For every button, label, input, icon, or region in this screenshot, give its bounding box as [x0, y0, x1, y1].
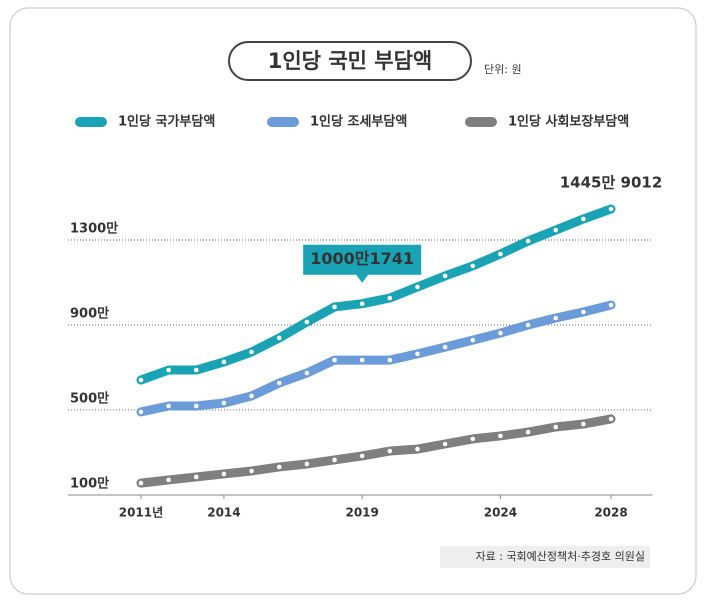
data-point [193, 474, 199, 480]
series-line [136, 414, 616, 488]
data-point [525, 429, 531, 435]
data-point [193, 367, 199, 373]
data-point [276, 380, 282, 386]
source: 자료 : 국회예산정책처·추경호 의원실 [476, 550, 646, 563]
data-point [221, 359, 227, 365]
title-box [228, 41, 472, 81]
data-point [387, 448, 393, 454]
data-point [581, 421, 586, 427]
data-point [553, 227, 559, 233]
data-point [359, 453, 365, 459]
unit: 단위: 원 [484, 63, 522, 76]
data-point [608, 206, 614, 212]
data-point [442, 441, 448, 447]
data-point [332, 457, 337, 463]
data-point [415, 351, 420, 357]
data-point [581, 309, 586, 315]
data-point [498, 433, 503, 439]
x-tick-label: 2028 [594, 506, 627, 520]
legend-label: 1인당 국가부담액 [118, 114, 215, 130]
data-point [193, 403, 199, 409]
y-tick-label: 900만 [70, 306, 109, 322]
value-label: 1445만 9012 [560, 173, 663, 191]
data-point [415, 446, 420, 452]
data-point [442, 273, 448, 279]
data-point [166, 477, 171, 483]
callout [303, 244, 422, 283]
y-tick-label: 100만 [70, 476, 109, 492]
data-point [553, 315, 559, 321]
data-point [498, 251, 503, 257]
value-label: 1000만1741 [310, 249, 414, 268]
data-point [166, 403, 171, 409]
data-point [525, 238, 531, 244]
data-point [608, 416, 614, 422]
data-point [249, 468, 254, 474]
data-point [332, 304, 337, 310]
data-point [138, 480, 144, 486]
data-point [581, 216, 586, 222]
data-point [166, 367, 171, 373]
data-point [359, 357, 365, 363]
data-point [221, 400, 227, 406]
x-tick-label: 2011년 [119, 506, 163, 520]
data-point [304, 370, 310, 376]
data-point [332, 357, 337, 363]
data-point [304, 319, 310, 325]
x-tick-label: 2014 [207, 506, 240, 520]
data-point [470, 263, 476, 269]
data-point [221, 471, 227, 477]
data-point [470, 436, 476, 442]
data-point [359, 301, 365, 307]
data-point [470, 337, 476, 343]
data-point [276, 464, 282, 470]
source-box [440, 546, 650, 568]
data-point [249, 393, 254, 399]
data-point [249, 349, 254, 355]
data-point [553, 424, 559, 430]
data-point [442, 344, 448, 350]
data-point [304, 461, 310, 467]
x-tick-label: 2024 [484, 506, 517, 520]
y-tick-label: 1300만 [70, 221, 118, 237]
data-point [138, 409, 144, 415]
data-point [498, 330, 503, 336]
data-point [608, 302, 614, 308]
data-point [525, 322, 531, 328]
y-tick-label: 500만 [70, 391, 109, 407]
data-point [387, 295, 393, 301]
legend-label: 1인당 사회보장부담액 [508, 114, 629, 130]
data-point [138, 377, 144, 383]
series-line [136, 300, 616, 417]
x-tick-label: 2019 [345, 506, 378, 520]
legend-label: 1인당 조세부담액 [310, 114, 407, 130]
series-line [136, 204, 616, 385]
data-point [387, 357, 393, 363]
chart-title: 1인당 국민 부담액 [268, 49, 432, 73]
data-point [276, 335, 282, 341]
data-point [415, 284, 420, 290]
